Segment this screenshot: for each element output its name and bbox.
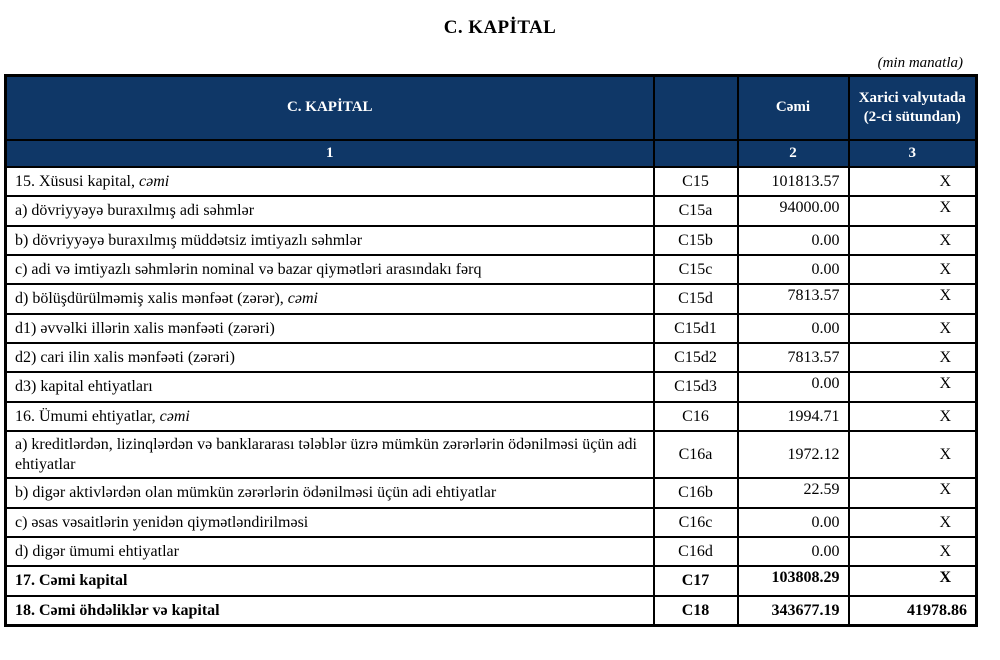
row-label: a) dövriyyəyə buraxılmış adi səhmlər [4, 195, 655, 227]
subheader-col-empty [652, 139, 739, 168]
table-row: 15. Xüsusi kapital, cəmi C15 101813.57 X [4, 166, 978, 197]
row-foreign-currency-value: X [847, 313, 978, 344]
row-code: C15d3 [652, 371, 739, 403]
header-col-title: C. KAPİTAL [4, 74, 655, 141]
row-foreign-currency-value: X [847, 430, 978, 479]
row-total-value: 103808.29 [736, 565, 850, 597]
row-label: a) kreditlərdən, lizinqlərdən və banklar… [4, 430, 655, 479]
row-foreign-currency-value: 41978.86 [847, 595, 978, 627]
row-total-value: 94000.00 [736, 195, 850, 227]
row-label: 15. Xüsusi kapital, cəmi [4, 166, 655, 197]
page-title: C. KAPİTAL [443, 17, 557, 38]
table-subheader-row: 1 2 3 [4, 139, 978, 168]
row-code: C15 [652, 166, 739, 197]
row-total-value: 101813.57 [736, 166, 850, 197]
row-code: C16a [652, 430, 739, 479]
table-row: d) digər ümumi ehtiyatlar C16d 0.00 X [4, 536, 978, 567]
table-row: 16. Ümumi ehtiyatlar, cəmi C16 1994.71 X [4, 401, 978, 432]
table-row: c) əsas vəsaitlərin yenidən qiymətləndir… [4, 507, 978, 538]
row-label: c) adi və imtiyazlı səhmlərin nominal və… [4, 254, 655, 285]
row-label-italic-suffix: cəmi [139, 172, 170, 190]
row-label: 18. Cəmi öhdəliklər və kapital [4, 595, 655, 627]
row-label: 16. Ümumi ehtiyatlar, cəmi [4, 401, 655, 432]
row-total-value: 0.00 [736, 313, 850, 344]
row-total-value: 7813.57 [736, 283, 850, 315]
row-foreign-currency-value: X [847, 283, 978, 315]
table-header-row: C. KAPİTAL Cəmi Xarici valyutada (2-ci s… [4, 74, 978, 141]
row-foreign-currency-value: X [847, 195, 978, 227]
row-code: C18 [652, 595, 739, 627]
row-label: d2) cari ilin xalis mənfəəti (zərəri) [4, 342, 655, 373]
row-label-italic-suffix: cəmi [159, 407, 190, 425]
row-foreign-currency-value: X [847, 536, 978, 567]
table-row: 17. Cəmi kapital C17 103808.29 X [4, 565, 978, 597]
row-label: c) əsas vəsaitlərin yenidən qiymətləndir… [4, 507, 655, 538]
table-row: a) kreditlərdən, lizinqlərdən və banklar… [4, 430, 978, 479]
row-total-value: 1972.12 [736, 430, 850, 479]
row-code: C15d1 [652, 313, 739, 344]
unit-note: (min manatla) [877, 55, 963, 71]
row-total-value: 0.00 [736, 254, 850, 285]
row-foreign-currency-value: X [847, 225, 978, 256]
row-total-value: 22.59 [736, 477, 850, 509]
subheader-col-2: 2 [736, 139, 850, 168]
row-label: d) digər ümumi ehtiyatlar [4, 536, 655, 567]
row-foreign-currency-value: X [847, 371, 978, 403]
row-code: C15d2 [652, 342, 739, 373]
row-foreign-currency-value: X [847, 254, 978, 285]
header-col-total: Cəmi [736, 74, 850, 141]
table-row: 18. Cəmi öhdəliklər və kapital C18 343677.… [4, 595, 978, 627]
row-code: C15c [652, 254, 739, 285]
row-foreign-currency-value: X [847, 507, 978, 538]
header-col-code [652, 74, 739, 141]
table-row: a) dövriyyəyə buraxılmış adi səhmlər C15a… [4, 195, 978, 227]
row-label: b) dövriyyəyə buraxılmış müddətsiz imtiy… [4, 225, 655, 256]
row-total-value: 1994.71 [736, 401, 850, 432]
row-label: 17. Cəmi kapital [4, 565, 655, 597]
row-foreign-currency-value: X [847, 401, 978, 432]
header-col-foreign-currency: Xarici valyutada (2-ci sütundan) [847, 74, 978, 141]
row-total-value: 0.00 [736, 225, 850, 256]
subheader-col-1: 1 [4, 139, 655, 168]
row-label: d1) əvvəlki illərin xalis mənfəəti (zərə… [4, 313, 655, 344]
row-code: C15d [652, 283, 739, 315]
row-label: d) bölüşdürülməmiş xalis mənfəət (zərər)… [4, 283, 655, 315]
subheader-col-3: 3 [847, 139, 978, 168]
row-foreign-currency-value: X [847, 342, 978, 373]
table-row: b) dövriyyəyə buraxılmış müddətsiz imtiy… [4, 225, 978, 256]
row-total-value: 0.00 [736, 536, 850, 567]
table-row: c) adi və imtiyazlı səhmlərin nominal və… [4, 254, 978, 285]
row-total-value: 7813.57 [736, 342, 850, 373]
row-label: b) digər aktivlərdən olan mümkün zərərlə… [4, 477, 655, 509]
row-total-value: 343677.19 [736, 595, 850, 627]
row-code: C15b [652, 225, 739, 256]
row-code: C16c [652, 507, 739, 538]
row-label-italic-suffix: cəmi [287, 290, 318, 307]
capital-table: C. KAPİTAL Cəmi Xarici valyutada (2-ci s… [4, 74, 978, 627]
row-total-value: 0.00 [736, 371, 850, 403]
row-label: d3) kapital ehtiyatları [4, 371, 655, 403]
row-code: C16b [652, 477, 739, 509]
row-code: C16 [652, 401, 739, 432]
table-row: b) digər aktivlərdən olan mümkün zərərlə… [4, 477, 978, 509]
row-code: C16d [652, 536, 739, 567]
row-foreign-currency-value: X [847, 477, 978, 509]
table-row: d3) kapital ehtiyatları C15d3 0.00 X [4, 371, 978, 403]
table-row: d) bölüşdürülməmiş xalis mənfəət (zərər)… [4, 283, 978, 315]
row-foreign-currency-value: X [847, 166, 978, 197]
row-code: C15a [652, 195, 739, 227]
row-foreign-currency-value: X [847, 565, 978, 597]
row-total-value: 0.00 [736, 507, 850, 538]
table-row: d1) əvvəlki illərin xalis mənfəəti (zərə… [4, 313, 978, 344]
table-head: C. KAPİTAL Cəmi Xarici valyutada (2-ci s… [4, 74, 978, 168]
row-code: C17 [652, 565, 739, 597]
table-row: d2) cari ilin xalis mənfəəti (zərəri) C15… [4, 342, 978, 373]
